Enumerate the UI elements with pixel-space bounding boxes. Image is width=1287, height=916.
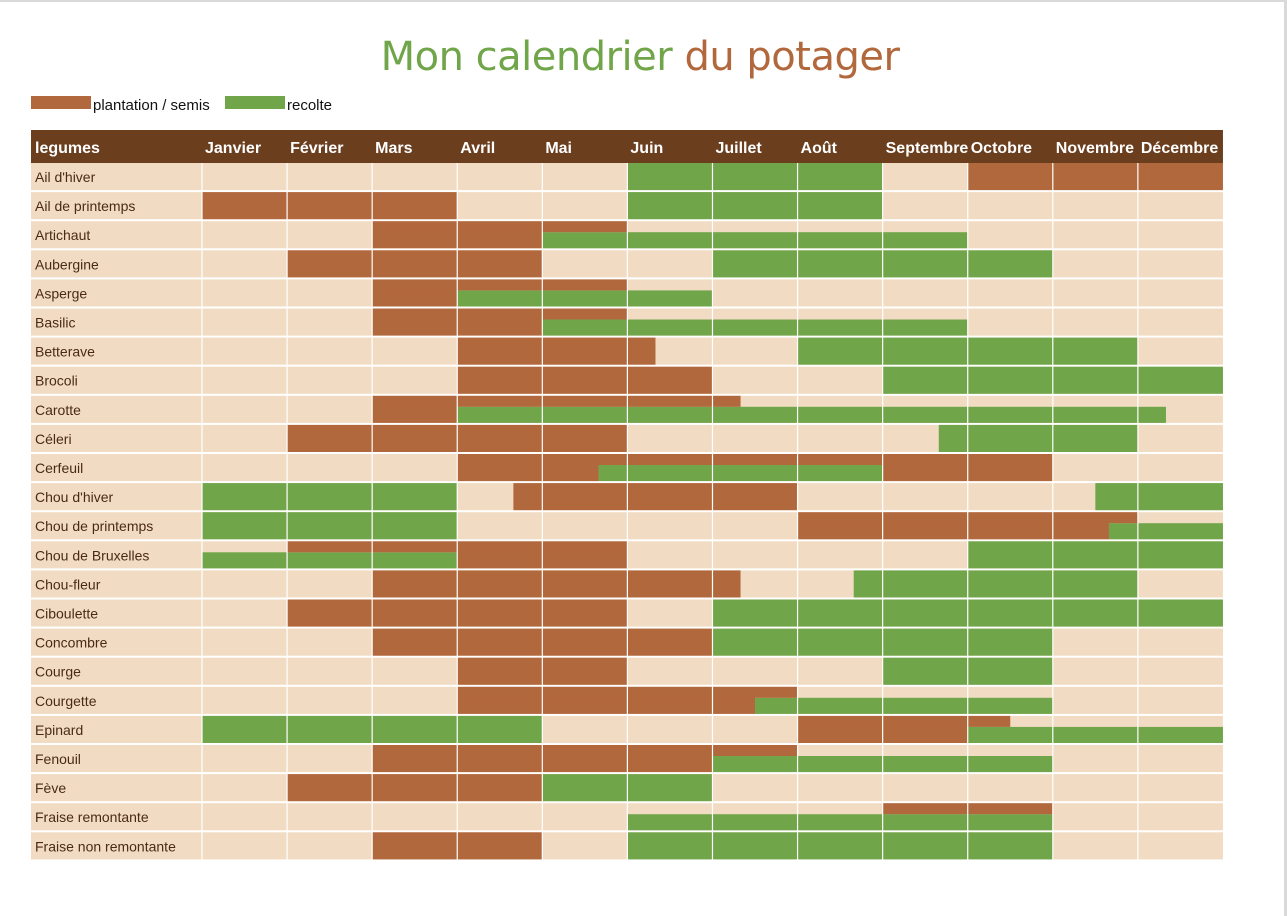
- bar-plantation: [372, 745, 798, 756]
- bar-plantation: [457, 697, 756, 714]
- row-label: Ail de printemps: [35, 198, 135, 214]
- bar-recolte: [1095, 483, 1223, 511]
- row-label: Artichaut: [35, 227, 90, 243]
- table-header: [31, 130, 1223, 163]
- row-label: Carotte: [35, 402, 81, 418]
- window-top-border: [0, 0, 1287, 2]
- row-label: Fève: [35, 780, 66, 796]
- bar-recolte: [457, 406, 1166, 423]
- bar-plantation: [797, 522, 1109, 540]
- title-part-1: Mon calendrier: [380, 34, 673, 80]
- page-title: Mon calendrier du potager: [0, 34, 1280, 80]
- row-label: Céleri: [35, 431, 72, 447]
- row-label: Basilic: [35, 315, 75, 331]
- bar-plantation: [457, 454, 1053, 465]
- header-cell-month: Juillet: [715, 140, 762, 157]
- bar-recolte: [627, 163, 883, 191]
- bar-recolte: [542, 319, 968, 336]
- bar-recolte: [1108, 523, 1223, 540]
- bar-recolte: [627, 814, 1053, 831]
- header-cell-legumes: legumes: [35, 140, 100, 157]
- bar-plantation: [372, 395, 741, 407]
- row-label: Fraise non remontante: [35, 838, 176, 854]
- bar-plantation: [457, 366, 713, 394]
- bar-recolte: [202, 512, 458, 540]
- row-label: Epinard: [35, 722, 83, 738]
- bar-plantation: [287, 774, 543, 802]
- bar-plantation: [372, 308, 628, 320]
- header-cell-month: Juin: [630, 140, 663, 157]
- bar-recolte: [202, 552, 458, 569]
- bar-plantation: [967, 163, 1223, 191]
- bar-plantation: [797, 715, 1011, 727]
- header-cell-month: Mars: [375, 140, 412, 157]
- row-label: Chou d'hiver: [35, 489, 114, 505]
- bar-plantation: [372, 221, 628, 233]
- row-label: Fraise remontante: [35, 809, 149, 825]
- header-cell-month: Octobre: [971, 140, 1032, 157]
- legend-label-plantation: plantation / semis: [93, 97, 210, 114]
- row-label: Chou de printemps: [35, 518, 153, 534]
- bar-recolte: [853, 570, 1138, 598]
- row-label: Ciboulette: [35, 606, 98, 622]
- row-label: Aubergine: [35, 256, 99, 272]
- bar-recolte: [598, 465, 883, 482]
- row-label: Fenouil: [35, 751, 81, 767]
- header-cell-month: Novembre: [1056, 140, 1134, 157]
- bar-plantation: [287, 250, 543, 278]
- bar-recolte: [967, 726, 1223, 743]
- header-cell-month: Mai: [545, 140, 572, 157]
- bar-recolte: [627, 192, 883, 220]
- bar-plantation: [457, 464, 599, 482]
- header-cell-month: Février: [290, 140, 343, 157]
- legend-swatch-plantation: [31, 96, 91, 109]
- header-cell-month: Décembre: [1141, 140, 1218, 157]
- row-label: Brocoli: [35, 373, 78, 389]
- header-cell-month: Janvier: [205, 140, 261, 157]
- row-label: Chou de Bruxelles: [35, 547, 149, 563]
- row-label: Chou-fleur: [35, 576, 101, 592]
- bar-recolte: [627, 832, 1053, 860]
- row-label: Betterave: [35, 344, 95, 360]
- bar-plantation: [372, 570, 741, 598]
- bar-recolte: [938, 424, 1138, 452]
- row-label: Cerfeuil: [35, 460, 83, 476]
- legend-label-recolte: recolte: [287, 97, 333, 114]
- bar-recolte: [457, 290, 713, 307]
- header-cell-month: Septembre: [886, 140, 969, 157]
- bar-plantation: [457, 337, 656, 365]
- bar-recolte: [755, 697, 1053, 714]
- row-label: Asperge: [35, 285, 87, 301]
- row-label: Courge: [35, 664, 81, 680]
- bar-recolte: [542, 232, 968, 249]
- bar-plantation: [372, 289, 458, 307]
- bar-recolte: [202, 483, 458, 511]
- row-label: Courgette: [35, 693, 97, 709]
- row-label: Concombre: [35, 635, 108, 651]
- row-label: Ail d'hiver: [35, 169, 96, 185]
- header-cell-month: Août: [801, 140, 838, 157]
- bar-recolte: [967, 541, 1223, 569]
- header-cell-month: Avril: [460, 140, 495, 157]
- bar-plantation: [202, 192, 458, 220]
- bar-plantation: [513, 483, 798, 511]
- window-right-border: [1284, 0, 1287, 916]
- legend-swatch-recolte: [225, 96, 285, 109]
- bar-plantation: [372, 279, 628, 291]
- title-part-2: du potager: [684, 34, 900, 80]
- bar-plantation: [372, 406, 458, 423]
